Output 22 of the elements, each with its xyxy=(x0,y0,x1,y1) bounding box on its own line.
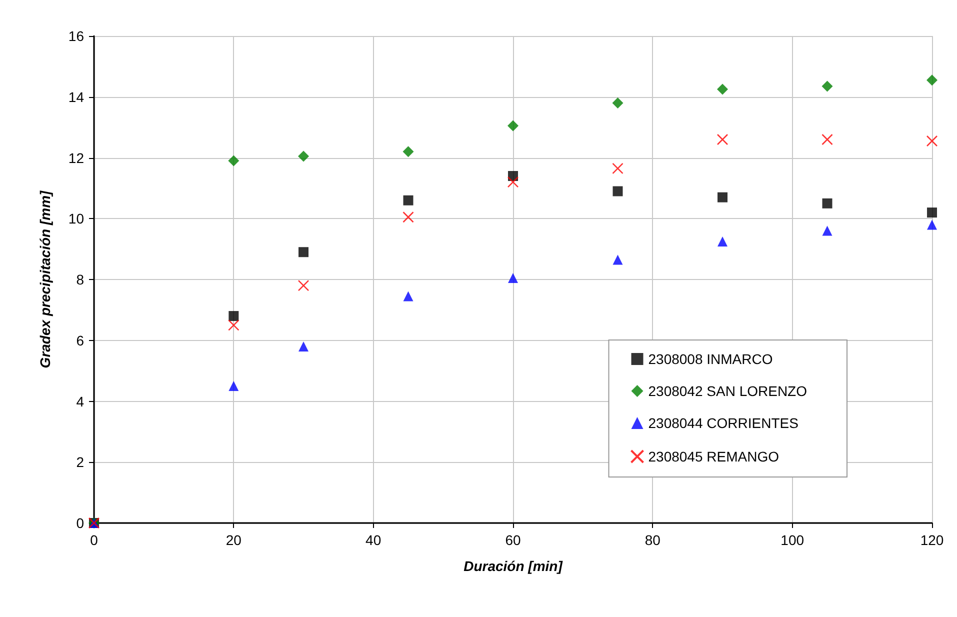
x-tick-label: 40 xyxy=(366,532,382,548)
y-axis-title: Gradex precipitación [mm] xyxy=(37,189,53,368)
x-tick-label: 80 xyxy=(644,532,661,548)
legend-label: 2308045 REMANGO xyxy=(648,448,780,464)
x-tick-label: 60 xyxy=(505,532,521,548)
y-tick-label: 16 xyxy=(68,28,84,44)
x-tick-label: 100 xyxy=(780,532,804,548)
y-tick-label: 12 xyxy=(68,150,84,166)
x-tick-label: 120 xyxy=(920,532,944,548)
legend-label: 2308042 SAN LORENZO xyxy=(648,383,808,399)
y-tick-label: 0 xyxy=(76,515,84,531)
y-tick-label: 4 xyxy=(76,393,84,410)
x-tick-label: 0 xyxy=(90,532,98,548)
x-tick-label: 20 xyxy=(226,532,242,548)
y-tick-label: 14 xyxy=(68,88,84,105)
y-tick-label: 10 xyxy=(68,210,84,227)
legend-label: 2308008 INMARCO xyxy=(648,351,773,367)
y-tick-label: 8 xyxy=(76,272,84,288)
x-axis-title: Duración [min] xyxy=(464,558,564,574)
legend-label: 2308044 CORRIENTES xyxy=(648,415,798,431)
y-tick-label: 6 xyxy=(76,332,84,348)
y-tick-label: 2 xyxy=(76,454,84,470)
